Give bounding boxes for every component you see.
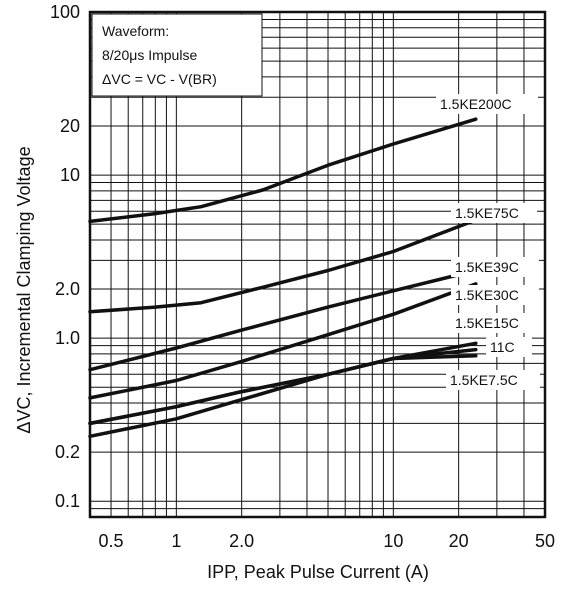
y-tick-label: 0.2 [55,442,80,462]
y-tick-label: 2.0 [55,279,80,299]
series-label-backdrop [451,257,539,277]
y-tick-label: 0.1 [55,491,80,511]
series-label: 1.5KE30C [455,287,519,303]
series-label: 1.5KE200C [440,96,512,112]
y-tick-label: 100 [50,2,80,22]
y-tick-label: 10 [60,165,80,185]
x-tick-label: 10 [383,531,403,551]
plot-frame [88,10,547,519]
x-tick-label: 50 [535,531,555,551]
series-layer [88,117,478,439]
series-label: 11C [490,339,515,355]
tick-label-layer: 0.5 1 2.0 10 20 50 0.1 0.2 1.0 2.0 10 20 100 [50,2,555,551]
series-line [88,268,478,372]
series-label-backdrop [451,203,537,223]
series-line [88,282,478,400]
series-label-backdrop [446,370,540,390]
x-axis-label: IPP, Peak Pulse Current (A) [207,562,429,582]
series-label-layer: 1.5KE200C 1.5KE75C 1.5KE39C 1.5KE30C 1.5KE15… [436,94,540,390]
x-tick-label: 20 [449,531,469,551]
y-tick-label: 20 [60,116,80,136]
x-tick-label: 0.5 [99,531,124,551]
waveform-note-line-1: Waveform: [102,23,169,39]
series-label: 1.5KE7.5C [450,372,518,388]
x-tick-label: 1 [171,531,181,551]
y-axis-label: ΔVC, Incremental Clamping Voltage [14,146,34,433]
waveform-note-line-2: 8/20μs Impulse [102,47,197,63]
series-line [88,353,478,439]
waveform-note: Waveform: 8/20μs Impulse ΔVC = VC - V(BR… [91,13,263,97]
series-line [88,218,478,314]
series-label: 1.5KE39C [455,259,519,275]
series-label-backdrop [451,313,539,333]
x-tick-label: 2.0 [229,531,254,551]
waveform-note-box [91,13,263,97]
series-label-backdrop [436,94,538,114]
series-label-backdrop [486,337,532,357]
series-label-backdrop [451,285,539,305]
series-line [88,117,478,224]
series-label: 1.5KE15C [455,315,519,331]
waveform-note-line-3: ΔVC = VC - V(BR) [102,71,217,87]
y-tick-label: 1.0 [55,328,80,348]
series-label: 1.5KE75C [455,205,519,221]
